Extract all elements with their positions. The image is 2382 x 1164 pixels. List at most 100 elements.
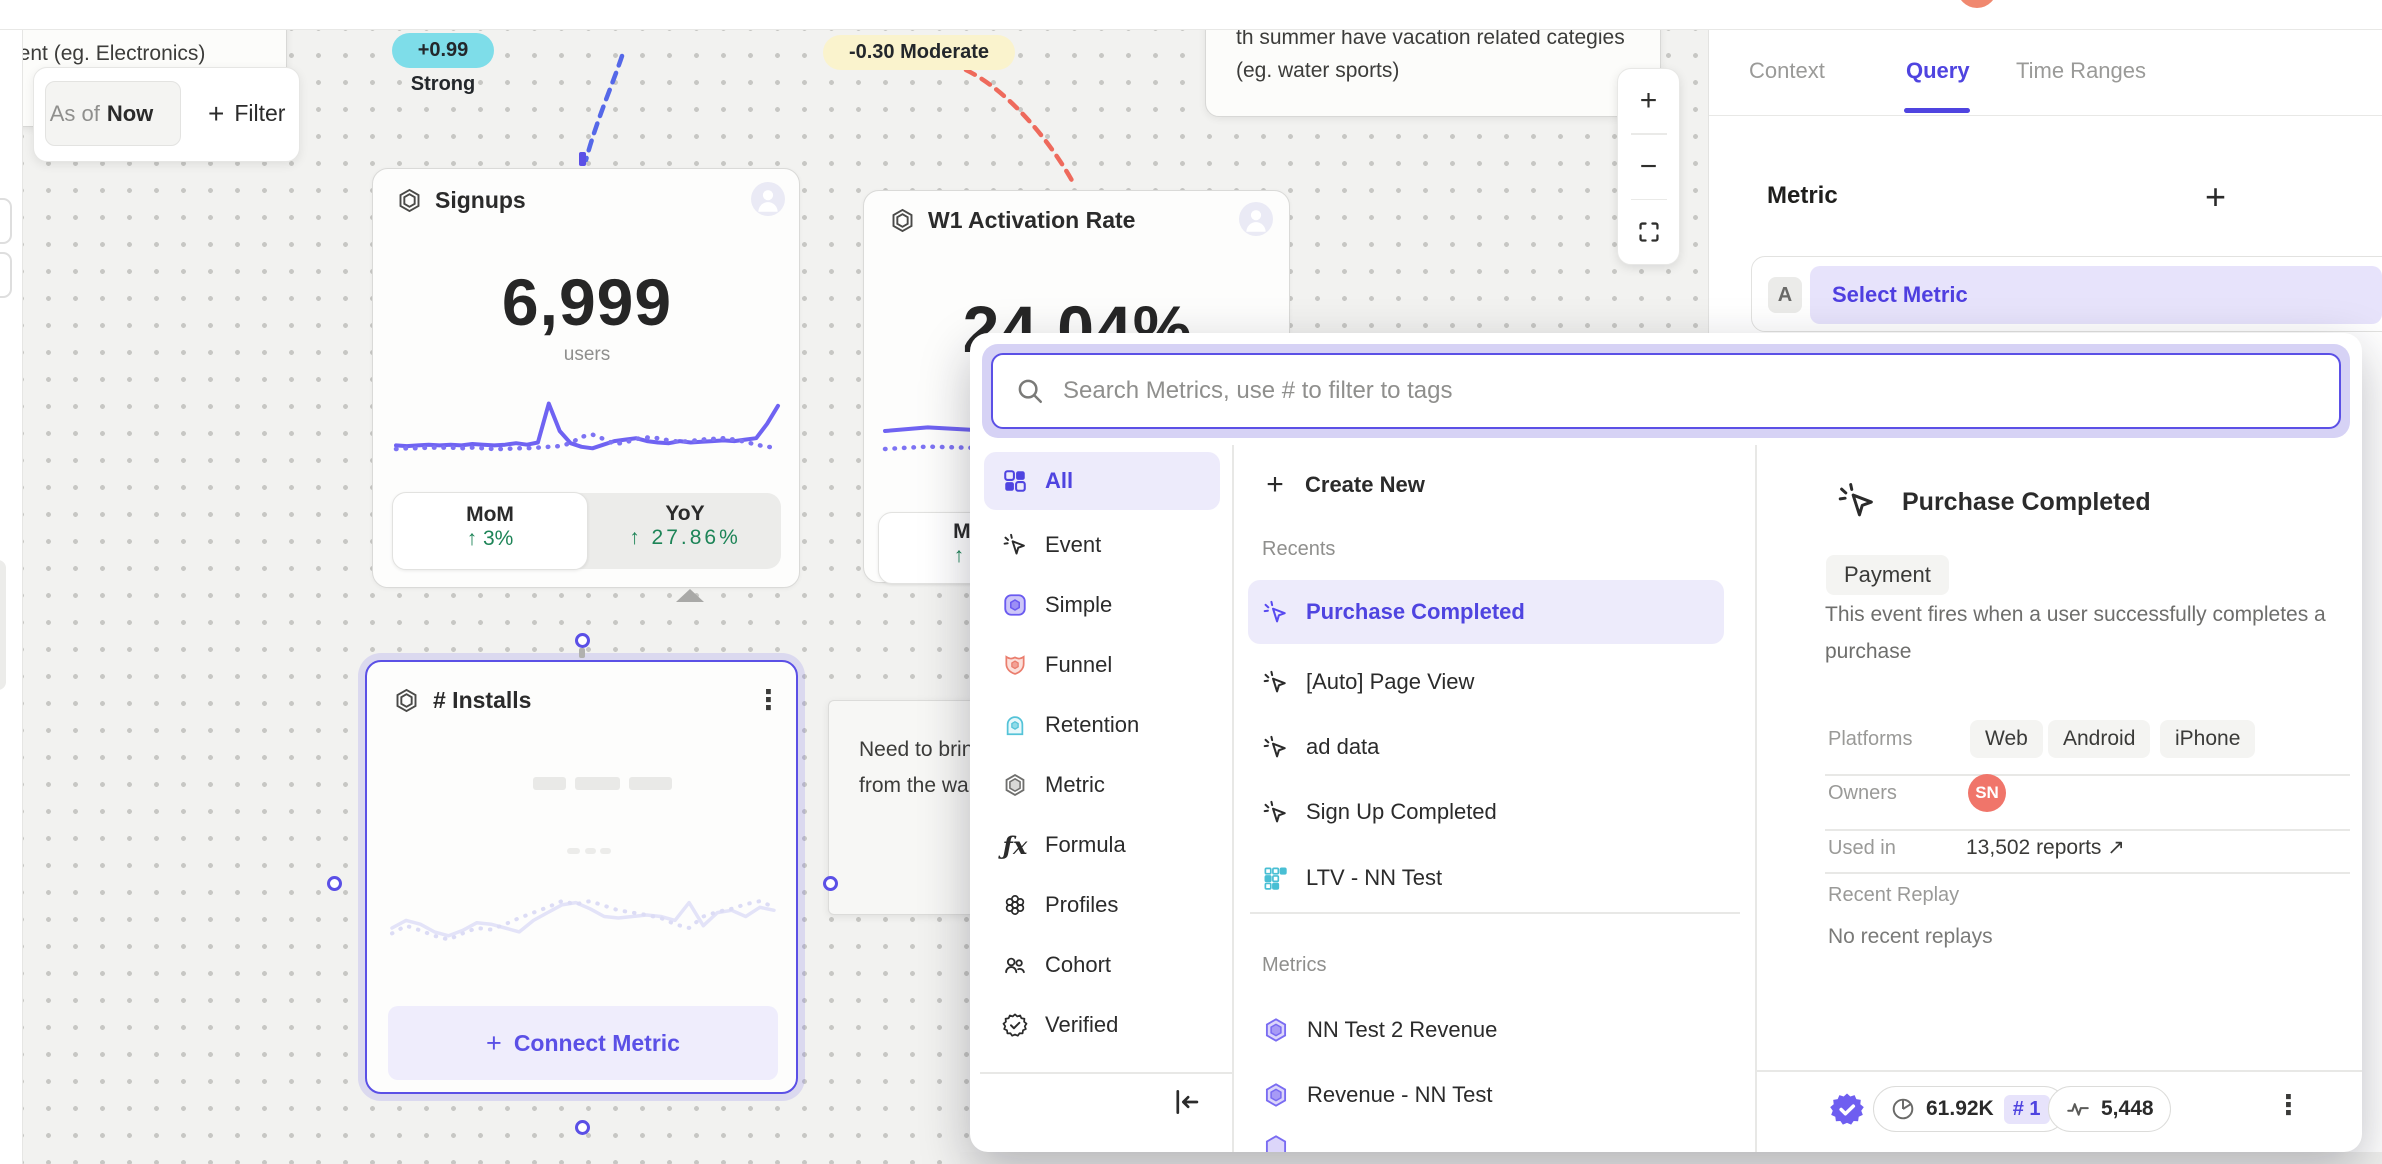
as-of-dropdown[interactable]: As of Now (45, 81, 181, 146)
category-label: Simple (1045, 592, 1113, 617)
metric-unit: users (563, 344, 611, 365)
panel-tabs-bar: Context Query Time Ranges (1709, 30, 2382, 116)
person-icon (1246, 210, 1266, 232)
divider (1825, 774, 2350, 776)
connection-handle-bottom[interactable] (575, 1120, 590, 1135)
mom-segment[interactable]: MoM ↑ 3% (392, 492, 588, 570)
connection-handle-top[interactable] (575, 633, 590, 648)
category-cohort[interactable]: Cohort (984, 936, 1220, 994)
recent-item-sign-up-completed[interactable]: Sign Up Completed (1248, 780, 1724, 844)
note-text: nent (eg. Electronics) (7, 42, 206, 65)
connector-stub (579, 648, 585, 658)
connect-metric-button[interactable]: + Connect Metric (388, 1006, 778, 1080)
metric-hexagon-icon (396, 688, 417, 713)
search-input[interactable] (1063, 377, 2339, 405)
ghost-sparkline-chart (390, 899, 776, 942)
metric-item-nn-test-2-revenue[interactable]: NN Test 2 Revenue (1248, 998, 1724, 1062)
category-verified[interactable]: Verified (984, 996, 1220, 1054)
rail-button-peek[interactable] (0, 252, 12, 298)
category-all[interactable]: All (984, 452, 1220, 510)
placeholder-bar (629, 777, 672, 790)
recent-item-purchase-completed[interactable]: Purchase Completed (1248, 580, 1724, 644)
rail-button-peek[interactable] (0, 198, 12, 244)
category-event[interactable]: Event (984, 516, 1220, 574)
connection-handle-left[interactable] (327, 876, 342, 891)
category-label: Metric (1045, 772, 1105, 797)
connect-metric-label: Connect Metric (513, 1029, 680, 1056)
connection-handle-right[interactable] (823, 876, 838, 891)
simple-icon (1004, 594, 1026, 616)
note-text: th summer have vacation related categies (1236, 26, 1625, 49)
event-cursor-icon (1263, 800, 1286, 822)
add-metric-button[interactable]: + (2205, 176, 2227, 217)
search-field[interactable] (991, 353, 2341, 429)
metric-item-label: Revenue - NN Test (1307, 1082, 1493, 1107)
hexagon-icon (1265, 1083, 1287, 1107)
recent-item-ad-data[interactable]: ad data (1248, 715, 1724, 779)
create-new-label: Create New (1305, 472, 1425, 497)
metric-item-partial[interactable] (1262, 1133, 1290, 1152)
divider (1825, 829, 2350, 831)
chevron-down-icon (160, 106, 176, 122)
top-bar (0, 0, 2382, 30)
metric-card-installs[interactable]: # Installs ⋮ + Connect Metric (365, 660, 798, 1094)
category-formula[interactable]: ƒx Formula (984, 816, 1220, 874)
detail-title: Purchase Completed (1902, 488, 2151, 516)
yoy-delta: ↑ 27.86% (629, 526, 741, 549)
yoy-segment[interactable]: YoY ↑ 27.86% (589, 493, 781, 569)
metrics-heading: Metrics (1262, 954, 1327, 976)
tab-time-ranges[interactable]: Time Ranges (2016, 58, 2147, 83)
category-retention[interactable]: Retention (984, 696, 1220, 754)
category-metric[interactable]: Metric (984, 756, 1220, 814)
active-tab-underline (1904, 108, 1970, 113)
more-options-button[interactable]: ⋮ (2275, 1090, 2302, 1120)
fullscreen-icon (1638, 222, 1659, 242)
zoom-out-button[interactable]: − (1618, 135, 1679, 199)
event-volume-stat[interactable]: 61.92K # 1 (1873, 1086, 2067, 1132)
retention-icon (1006, 716, 1024, 736)
recent-item-ltv-nn-test[interactable]: LTV - NN Test (1248, 846, 1724, 910)
collapse-left-icon (1176, 1090, 1199, 1114)
divider (980, 1072, 1232, 1074)
metric-item-revenue-nn-test[interactable]: Revenue - NN Test (1248, 1063, 1724, 1127)
filter-label: Filter (234, 100, 286, 126)
select-metric-label: Select Metric (1832, 282, 1968, 307)
plus-icon: + (486, 1027, 502, 1058)
zoom-in-button[interactable]: + (1618, 69, 1679, 133)
event-cursor-icon (1838, 483, 1873, 517)
verified-badge-icon (1830, 1093, 1864, 1125)
activity-pulse-icon (2067, 1103, 2089, 1116)
add-filter-button[interactable]: + Filter (194, 81, 299, 146)
metric-card-signups[interactable]: Signups 6,999 users MoM ↑ 3% YoY ↑ 27.86… (372, 168, 800, 588)
left-rail (0, 30, 23, 1164)
connector-arrow-up (676, 589, 704, 602)
tab-query[interactable]: Query (1906, 58, 1970, 83)
select-metric-button[interactable]: Select Metric (1810, 266, 2382, 324)
used-in-value[interactable]: 13,502 reports ↗ (1966, 836, 2125, 859)
fit-screen-button[interactable] (1618, 200, 1679, 264)
recent-item-auto-page-view[interactable]: [Auto] Page View (1248, 650, 1724, 714)
card-menu-button[interactable]: ⋮ (755, 685, 782, 715)
category-profiles[interactable]: Profiles (984, 876, 1220, 934)
category-simple[interactable]: Simple (984, 576, 1220, 634)
tab-context[interactable]: Context (1749, 58, 1825, 83)
correlation-badge-moderate[interactable]: -0.30 Moderate (823, 35, 1015, 70)
recent-item-label: Purchase Completed (1306, 599, 1525, 624)
placeholder-bar (533, 777, 566, 790)
create-new-button[interactable]: + Create New (1248, 457, 1724, 513)
platform-chip-iphone: iPhone (2160, 720, 2256, 758)
collapse-panel-button[interactable] (1170, 1085, 1204, 1119)
search-halo (982, 344, 2350, 438)
card-title: Signups (435, 187, 526, 213)
events-count-stat[interactable]: 5,448 (2048, 1086, 2171, 1132)
note-text: from the wa (859, 774, 969, 797)
plus-icon: + (1266, 468, 1284, 501)
tag-chip[interactable]: Payment (1826, 555, 1949, 595)
as-of-value: Now (106, 100, 154, 126)
correlation-badge-strong[interactable]: +0.99 Strong (392, 33, 494, 95)
owner-avatar: SN (1968, 774, 2006, 812)
category-funnel[interactable]: Funnel (984, 636, 1220, 694)
offscreen-card-peek (0, 560, 6, 690)
event-cursor-icon (1263, 735, 1286, 757)
category-label: Formula (1045, 832, 1126, 857)
